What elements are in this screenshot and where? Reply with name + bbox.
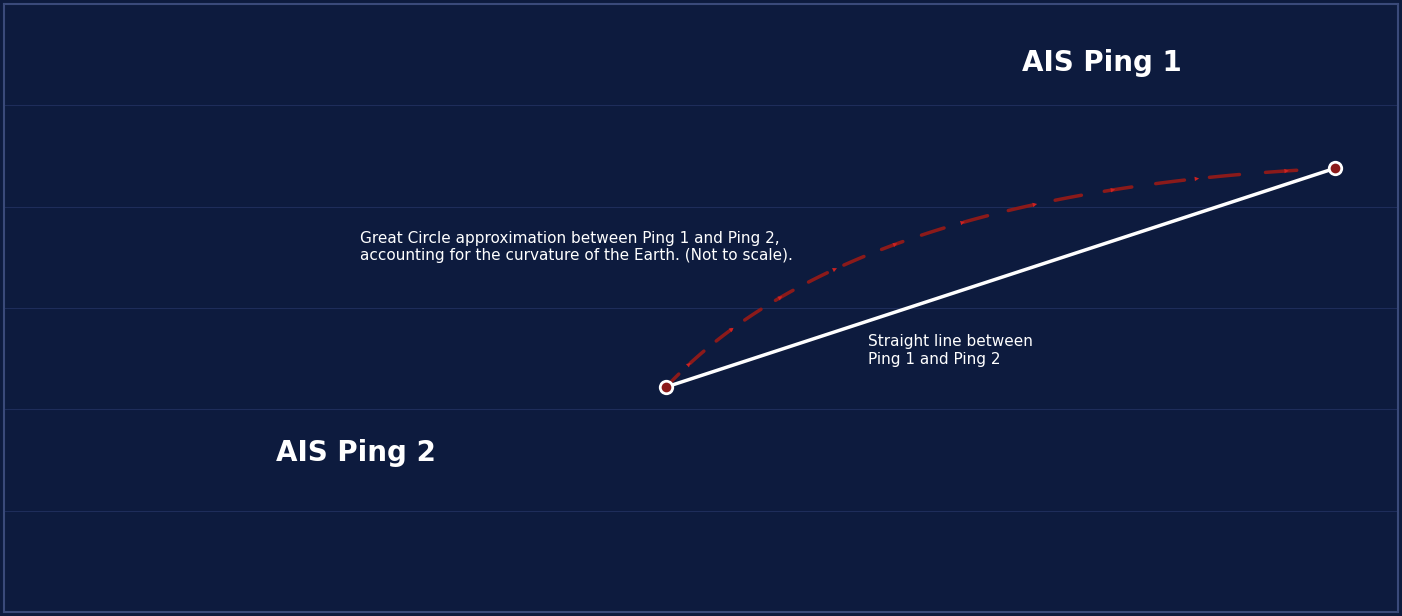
Text: Straight line between
Ping 1 and Ping 2: Straight line between Ping 1 and Ping 2	[868, 334, 1033, 367]
Text: AIS Ping 2: AIS Ping 2	[276, 439, 436, 467]
Text: AIS Ping 1: AIS Ping 1	[1022, 49, 1182, 77]
Text: Great Circle approximation between Ping 1 and Ping 2,
accounting for the curvatu: Great Circle approximation between Ping …	[359, 231, 792, 264]
